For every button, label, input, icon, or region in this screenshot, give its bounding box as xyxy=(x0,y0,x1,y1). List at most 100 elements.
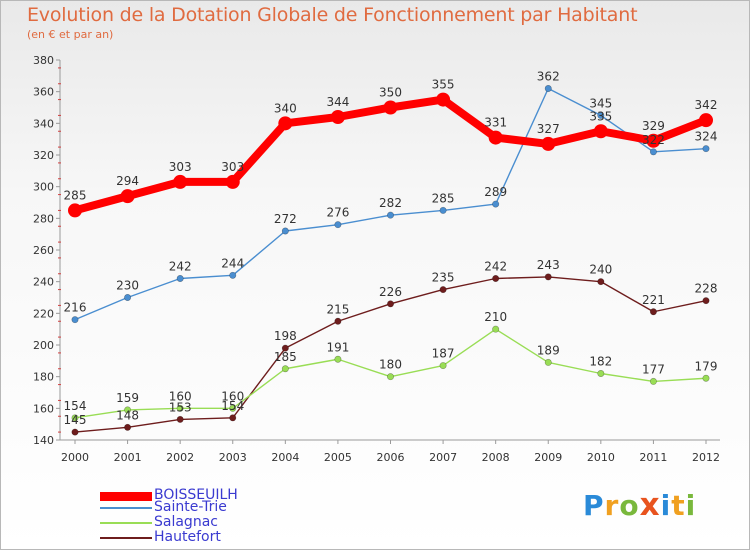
data-label: 148 xyxy=(116,408,139,422)
legend-label-sainte-trie: Sainte-Trie xyxy=(154,499,227,515)
data-point xyxy=(597,278,605,286)
data-label: 154 xyxy=(64,399,87,413)
data-point xyxy=(541,136,556,151)
legend-swatch-sainte-trie xyxy=(100,507,152,509)
data-label: 285 xyxy=(64,188,87,202)
data-label: 180 xyxy=(379,358,402,372)
data-label: 303 xyxy=(169,160,192,174)
chart-title: Evolution de la Dotation Globale de Fonc… xyxy=(27,4,638,26)
data-label: 335 xyxy=(589,109,612,123)
data-label: 221 xyxy=(642,293,665,307)
data-point xyxy=(649,148,657,156)
x-tick-label: 2005 xyxy=(324,451,352,464)
data-point xyxy=(229,414,237,422)
data-point xyxy=(334,221,342,229)
data-point xyxy=(699,113,713,128)
data-point xyxy=(281,227,289,235)
data-point xyxy=(702,374,710,382)
data-point xyxy=(597,369,605,377)
data-point xyxy=(278,116,293,131)
data-point xyxy=(492,274,500,282)
x-tick-label: 2008 xyxy=(482,451,510,464)
legend-label-hautefort: Hautefort xyxy=(154,529,221,545)
x-tick-label: 2011 xyxy=(639,451,667,464)
data-point xyxy=(488,130,503,145)
data-label: 153 xyxy=(169,400,192,414)
data-label: 243 xyxy=(537,258,560,272)
data-label: 179 xyxy=(695,359,718,373)
data-point xyxy=(383,100,398,115)
x-tick-label: 2002 xyxy=(166,451,194,464)
data-point xyxy=(646,133,661,148)
data-label: 198 xyxy=(274,329,297,343)
x-tick-label: 2001 xyxy=(114,451,142,464)
data-label: 362 xyxy=(537,70,560,84)
data-label: 242 xyxy=(484,260,507,274)
x-tick-label: 2007 xyxy=(429,451,457,464)
data-label: 276 xyxy=(326,206,349,220)
data-label: 228 xyxy=(695,282,718,296)
legend-swatch-hautefort xyxy=(100,537,152,539)
data-label: 210 xyxy=(484,310,507,324)
legend-swatch-boisseuilh xyxy=(100,492,152,501)
data-label: 189 xyxy=(537,343,560,357)
data-label: 145 xyxy=(64,413,87,427)
data-point xyxy=(544,273,552,281)
data-label: 342 xyxy=(695,98,718,112)
data-label: 285 xyxy=(432,191,455,205)
data-point xyxy=(386,211,394,219)
x-tick-label: 2000 xyxy=(61,451,89,464)
y-tick-label: 260 xyxy=(33,244,54,257)
x-tick-label: 2006 xyxy=(377,451,405,464)
data-point xyxy=(702,145,710,153)
data-point xyxy=(492,200,500,208)
data-point xyxy=(544,358,552,366)
data-label: 215 xyxy=(326,302,349,316)
logo-letter: i xyxy=(685,489,697,522)
data-point xyxy=(439,206,447,214)
data-point xyxy=(649,308,657,316)
data-point xyxy=(71,414,79,422)
x-tick-label: 2010 xyxy=(587,451,615,464)
y-tick-label: 300 xyxy=(33,181,54,194)
line-chart: 140 160 180 200 220 240 260 280 300 320 340 360 380 2… xyxy=(33,54,720,464)
chart-subtitle: (en € et par an) xyxy=(27,28,114,41)
data-point xyxy=(492,325,500,333)
data-label: 182 xyxy=(589,355,612,369)
data-point xyxy=(173,174,188,189)
data-point xyxy=(649,377,657,385)
legend-label-salagnac: Salagnac xyxy=(154,514,218,530)
data-label: 345 xyxy=(589,96,612,110)
data-point xyxy=(229,404,237,412)
data-label: 272 xyxy=(274,212,297,226)
x-tick-label: 2004 xyxy=(271,451,299,464)
y-tick-label: 280 xyxy=(33,212,54,225)
logo-letter: t xyxy=(671,489,686,522)
logo-letter: i xyxy=(660,489,672,522)
data-label: 240 xyxy=(589,263,612,277)
y-tick-label: 340 xyxy=(33,117,54,130)
data-label: 230 xyxy=(116,279,139,293)
logo-letter: P xyxy=(583,489,605,522)
data-point xyxy=(386,300,394,308)
y-tick-label: 160 xyxy=(33,402,54,415)
data-point xyxy=(71,316,79,324)
logo-letter: x xyxy=(639,487,661,523)
data-point xyxy=(229,271,237,279)
data-point xyxy=(124,423,132,431)
data-label: 289 xyxy=(484,185,507,199)
data-label: 350 xyxy=(379,86,402,100)
proxiti-logo: Proxiti xyxy=(583,487,696,523)
x-tick-label: 2012 xyxy=(692,451,720,464)
data-point xyxy=(120,189,135,204)
data-point xyxy=(439,362,447,370)
data-label: 160 xyxy=(221,389,244,403)
legend-label-boisseuilh: BOISSEUILH xyxy=(154,487,238,503)
data-point xyxy=(176,415,184,423)
data-point xyxy=(176,274,184,282)
data-label: 355 xyxy=(432,78,455,92)
data-label: 242 xyxy=(169,260,192,274)
y-tick-label: 320 xyxy=(33,149,54,162)
data-label: 324 xyxy=(695,130,718,144)
